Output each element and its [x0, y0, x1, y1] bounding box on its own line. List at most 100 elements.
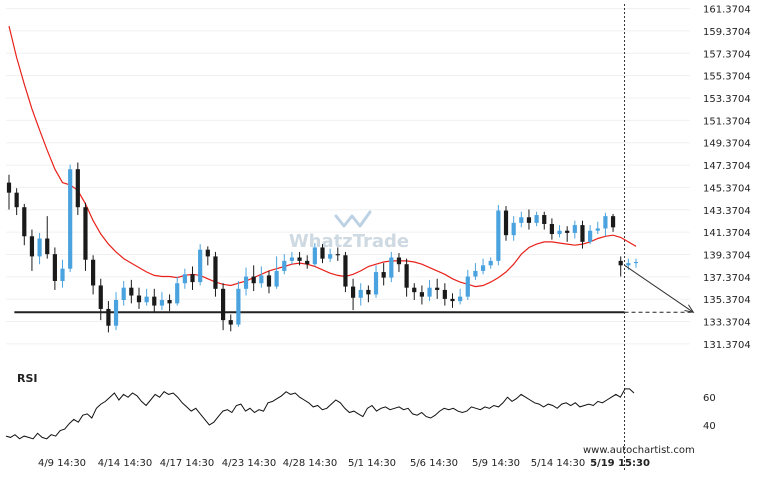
time-tick-label: 4/9 14:30 — [38, 458, 86, 469]
candle-body — [113, 299, 119, 326]
forecast-arrow — [624, 264, 695, 314]
candle — [228, 314, 233, 332]
candle-body — [98, 285, 103, 309]
candle — [343, 251, 348, 293]
time-tick-label: 4/17 14:30 — [160, 458, 214, 469]
candle — [328, 248, 333, 262]
price-tick-label: 145.3704 — [703, 183, 751, 194]
candle-body — [182, 274, 187, 284]
candle-body — [320, 247, 325, 259]
candle-body — [6, 182, 12, 193]
candle — [305, 255, 310, 269]
candle-body — [427, 287, 432, 297]
price-tick-label: 143.3704 — [703, 206, 751, 217]
candle — [182, 268, 187, 289]
candle-body — [458, 296, 463, 302]
candle-body — [404, 264, 409, 288]
candle-body — [626, 263, 631, 266]
candle-body — [52, 254, 57, 281]
candle — [198, 244, 203, 286]
candle — [557, 225, 562, 238]
candle — [14, 188, 19, 216]
price-tick-label: 133.3704 — [703, 318, 751, 329]
candle-body — [259, 275, 264, 284]
candle-body — [366, 289, 371, 295]
candle-body — [396, 257, 402, 265]
candle-body — [389, 257, 394, 278]
candle — [412, 283, 417, 300]
candle — [450, 293, 455, 308]
time-tick-label: 5/14 14:30 — [531, 458, 585, 469]
candle — [175, 276, 180, 306]
candle — [37, 232, 42, 265]
candle-body — [610, 216, 616, 228]
candle — [83, 202, 88, 271]
candle — [480, 258, 486, 275]
candle — [335, 247, 340, 261]
candle — [526, 209, 532, 230]
candle-body — [603, 216, 608, 229]
candle — [511, 216, 516, 241]
candle-body — [480, 265, 486, 271]
candle-body — [282, 260, 287, 271]
candle-body — [136, 295, 142, 303]
candle-body — [159, 299, 165, 306]
price-tick-label: 135.3704 — [703, 295, 751, 306]
time-tick-label: 5/1 14:30 — [348, 458, 396, 469]
candle — [152, 288, 157, 313]
time-tick-label-current: 5/19 15:30 — [590, 458, 650, 469]
candle-body — [511, 222, 516, 236]
forecast-arrow-head — [684, 304, 695, 314]
candle — [251, 265, 256, 292]
price-tick-label: 153.3704 — [703, 94, 751, 105]
rsi-panel: RSI 60 40 — [5, 372, 716, 440]
candle-body — [297, 257, 302, 261]
candle — [458, 288, 463, 305]
moving-average-line — [8, 25, 637, 288]
candle-body — [503, 210, 509, 236]
candle — [68, 164, 73, 273]
candle — [289, 251, 295, 265]
source-credit: www.autochartist.com — [583, 445, 695, 456]
candle-body — [75, 169, 80, 208]
candle — [396, 253, 402, 273]
candle — [519, 211, 524, 228]
candle — [389, 251, 394, 283]
candle — [243, 267, 249, 296]
price-tick-label: 141.3704 — [703, 228, 751, 239]
candle-body — [37, 238, 42, 257]
candle-body — [343, 255, 348, 287]
candle-body — [519, 217, 524, 223]
candle-body — [580, 225, 585, 242]
candle-body — [45, 238, 50, 255]
candle — [236, 280, 241, 327]
candle-body — [488, 260, 493, 266]
candle — [358, 283, 363, 306]
candle — [29, 229, 35, 271]
candle-body — [152, 296, 157, 306]
candle-body — [83, 207, 88, 260]
price-tick-label: 155.3704 — [703, 72, 751, 83]
candle — [603, 212, 608, 237]
candle — [113, 292, 119, 331]
candle-body — [435, 287, 440, 290]
price-tick-label: 147.3704 — [703, 161, 751, 172]
candle — [435, 278, 440, 299]
candle-body — [442, 289, 447, 299]
candle — [618, 256, 623, 277]
candle — [404, 258, 409, 297]
time-tick-label: 5/6 14:30 — [410, 458, 458, 469]
candle — [45, 216, 50, 259]
candle — [282, 254, 287, 275]
candle — [473, 263, 478, 280]
candle — [633, 258, 639, 268]
candle — [91, 255, 96, 295]
candle — [427, 279, 432, 302]
price-tick-label: 137.3704 — [703, 273, 751, 284]
candle — [266, 270, 272, 294]
candle — [572, 220, 577, 239]
rsi-tick-label: 60 — [703, 393, 716, 404]
rsi-line — [5, 388, 635, 440]
candle-body — [419, 292, 425, 297]
candle — [136, 287, 142, 309]
